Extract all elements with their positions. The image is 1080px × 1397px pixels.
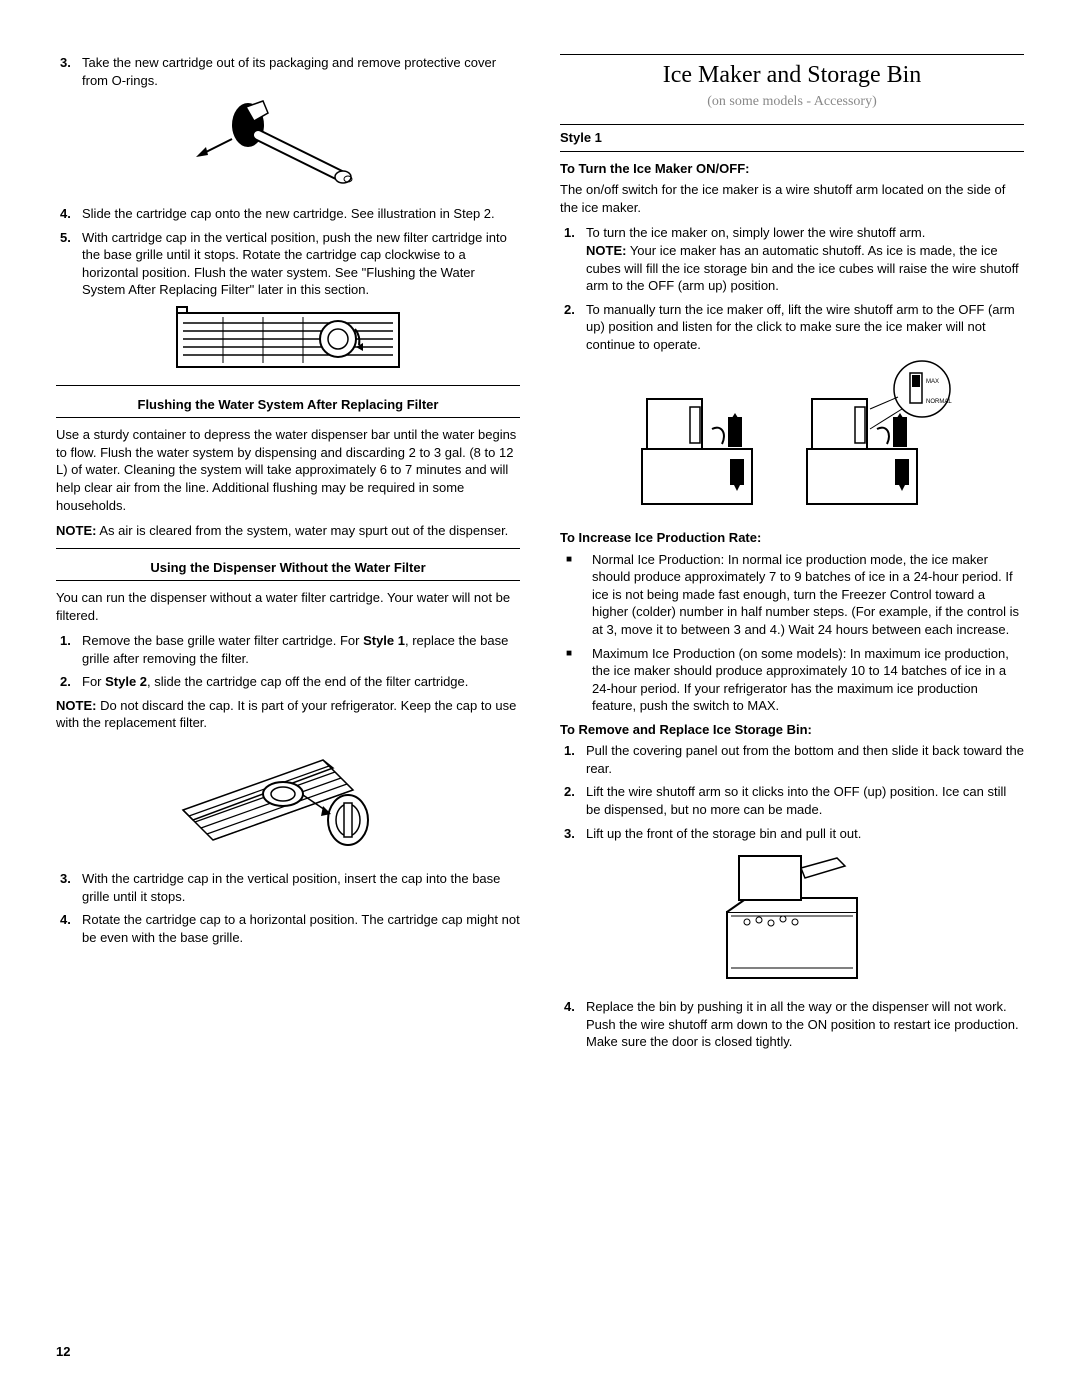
step-4: 4. Slide the cartridge cap onto the new … xyxy=(56,205,520,223)
increase-bullet-2: Maximum Ice Production (on some models):… xyxy=(560,645,1024,715)
left-column: 3. Take the new cartridge out of its pac… xyxy=(56,50,520,1057)
remove-step-3: 3.Lift up the front of the storage bin a… xyxy=(560,825,1024,843)
onoff-step-1: 1. To turn the ice maker on, simply lowe… xyxy=(560,224,1024,294)
use-step-4: 4. Rotate the cartridge cap to a horizon… xyxy=(56,911,520,946)
onoff-steps: 1. To turn the ice maker on, simply lowe… xyxy=(560,224,1024,353)
figure-storage-bin xyxy=(560,848,1024,988)
onoff-heading: To Turn the Ice Maker ON/OFF: xyxy=(560,160,1024,178)
note-label: NOTE: xyxy=(56,523,96,538)
flush-note: NOTE: As air is cleared from the system,… xyxy=(56,522,520,540)
remove-step-1: 1.Pull the covering panel out from the b… xyxy=(560,742,1024,777)
increase-bullets: Normal Ice Production: In normal ice pro… xyxy=(560,551,1024,715)
remove-heading: To Remove and Replace Ice Storage Bin: xyxy=(560,721,1024,739)
note-label: NOTE: xyxy=(56,698,96,713)
max-label: MAX xyxy=(926,379,939,385)
remove-steps-top: 1.Pull the covering panel out from the b… xyxy=(560,742,1024,842)
onoff-paragraph: The on/off switch for the ice maker is a… xyxy=(560,181,1024,216)
cartridge-steps-mid: 4. Slide the cartridge cap onto the new … xyxy=(56,205,520,299)
use-steps-bottom: 3. With the cartridge cap in the vertica… xyxy=(56,870,520,946)
remove-step-4: 4.Replace the bin by pushing it in all t… xyxy=(560,998,1024,1051)
style-1-heading: Style 1 xyxy=(560,129,1024,147)
figure-cap-grille xyxy=(56,740,520,860)
use-paragraph: You can run the dispenser without a wate… xyxy=(56,589,520,624)
flush-heading: Flushing the Water System After Replacin… xyxy=(56,396,520,414)
figure-base-grille xyxy=(56,305,520,375)
use-note: NOTE: Do not discard the cap. It is part… xyxy=(56,697,520,732)
right-column: Ice Maker and Storage Bin (on some model… xyxy=(560,50,1024,1057)
step-4-text: Slide the cartridge cap onto the new car… xyxy=(82,205,520,223)
remove-steps-bottom: 4.Replace the bin by pushing it in all t… xyxy=(560,998,1024,1051)
cartridge-steps-top: 3. Take the new cartridge out of its pac… xyxy=(56,54,520,89)
figure-ice-maker-dual: MAX NORMAL xyxy=(560,359,1024,519)
normal-label: NORMAL xyxy=(926,399,952,405)
use-heading: Using the Dispenser Without the Water Fi… xyxy=(56,559,520,577)
step-5: 5. With cartridge cap in the vertical po… xyxy=(56,229,520,299)
onoff-step-2: 2. To manually turn the ice maker off, l… xyxy=(560,301,1024,354)
flush-paragraph: Use a sturdy container to depress the wa… xyxy=(56,426,520,514)
use-step-1: 1. Remove the base grille water filter c… xyxy=(56,632,520,667)
remove-step-2: 2.Lift the wire shutoff arm so it clicks… xyxy=(560,783,1024,818)
use-note-text: Do not discard the cap. It is part of yo… xyxy=(56,698,516,731)
flush-note-text: As air is cleared from the system, water… xyxy=(96,523,508,538)
use-step-3: 3. With the cartridge cap in the vertica… xyxy=(56,870,520,905)
figure-cartridge xyxy=(56,95,520,195)
increase-heading: To Increase Ice Production Rate: xyxy=(560,529,1024,547)
page-number: 12 xyxy=(56,1343,70,1361)
section-title: Ice Maker and Storage Bin xyxy=(560,59,1024,91)
step-3-text: Take the new cartridge out of its packag… xyxy=(82,54,520,89)
use-step-2: 2. For Style 2, slide the cartridge cap … xyxy=(56,673,520,691)
increase-bullet-1: Normal Ice Production: In normal ice pro… xyxy=(560,551,1024,639)
section-subtitle: (on some models - Accessory) xyxy=(560,93,1024,112)
step-5-text: With cartridge cap in the vertical posit… xyxy=(82,229,520,299)
step-3: 3. Take the new cartridge out of its pac… xyxy=(56,54,520,89)
use-steps-top: 1. Remove the base grille water filter c… xyxy=(56,632,520,691)
